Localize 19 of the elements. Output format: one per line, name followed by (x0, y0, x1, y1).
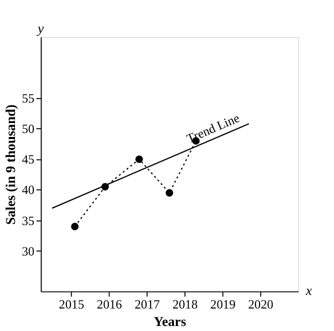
y-axis-title: Sales (in 9 thousand) (3, 104, 18, 225)
x-tick-label: 2019 (210, 297, 236, 312)
y-tick-label: 45 (22, 152, 34, 167)
point (166, 189, 174, 197)
x-tick-label: 2020 (248, 297, 274, 312)
x-axis-title: Years (154, 314, 186, 329)
x-tick-label: 2017 (134, 297, 160, 312)
x-tick-label: 2018 (172, 297, 198, 312)
x-tick-label: 2015 (58, 297, 84, 312)
y-tick-label: 55 (22, 91, 34, 106)
x-tick-label: 2016 (96, 297, 122, 312)
y-tick-label: 40 (22, 183, 34, 198)
y-tick-label: 50 (22, 122, 34, 136)
text: y (36, 21, 45, 36)
text: x (304, 283, 312, 298)
y-tick-label: 35 (22, 214, 34, 228)
point (135, 155, 143, 163)
point (71, 222, 79, 230)
y-tick-label: 30 (22, 244, 34, 258)
